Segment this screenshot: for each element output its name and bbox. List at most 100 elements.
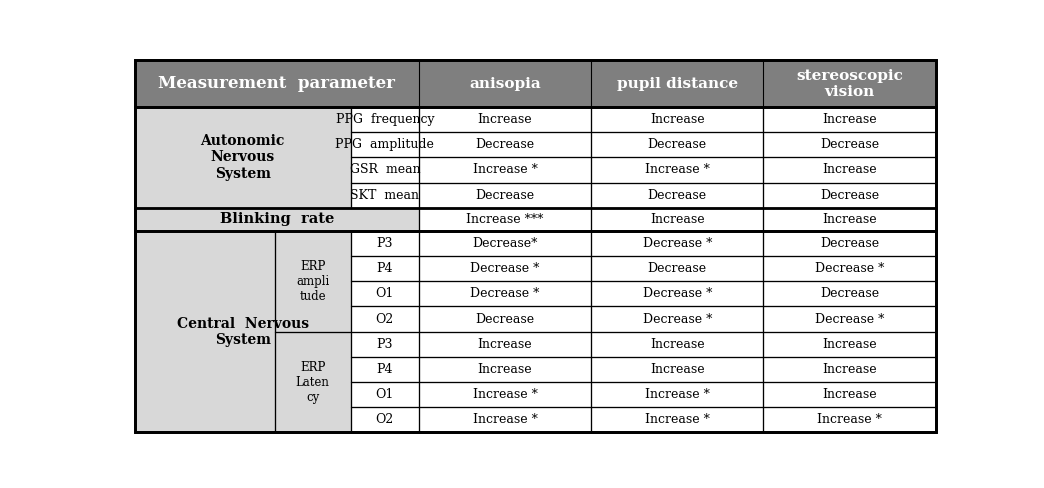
Bar <box>275 332 351 432</box>
Bar <box>351 157 419 183</box>
Bar <box>351 157 419 183</box>
Bar <box>419 407 591 432</box>
Text: Decrease *: Decrease * <box>814 312 884 325</box>
Bar <box>419 107 591 132</box>
Text: Increase *: Increase * <box>645 413 710 427</box>
Text: Increase: Increase <box>822 388 877 401</box>
Text: Increase: Increase <box>650 363 705 376</box>
Bar <box>763 107 935 132</box>
Bar <box>275 231 351 332</box>
Bar <box>591 132 763 157</box>
Bar <box>763 382 935 407</box>
Text: O1: O1 <box>376 287 394 300</box>
Bar <box>419 256 591 281</box>
Bar <box>763 231 935 256</box>
Text: Decrease: Decrease <box>647 262 707 275</box>
Text: P4: P4 <box>377 363 394 376</box>
Bar <box>763 256 935 281</box>
Text: Increase ***: Increase *** <box>467 213 544 226</box>
Bar <box>763 407 935 432</box>
Bar <box>763 107 935 132</box>
Text: ERP
Laten
cy: ERP Laten cy <box>295 361 330 404</box>
Bar <box>351 107 419 132</box>
Text: Decrease *: Decrease * <box>814 262 884 275</box>
Text: Decrease *: Decrease * <box>642 312 712 325</box>
Bar <box>591 183 763 208</box>
Bar <box>135 208 419 231</box>
Bar <box>419 183 591 208</box>
Text: Increase *: Increase * <box>473 388 538 401</box>
Bar <box>591 407 763 432</box>
Bar <box>351 231 419 256</box>
Bar <box>135 231 275 432</box>
Bar <box>351 281 419 306</box>
Text: Decrease *: Decrease * <box>471 287 540 300</box>
Bar <box>763 332 935 357</box>
Bar <box>135 61 935 107</box>
Bar <box>351 256 419 281</box>
Bar <box>763 281 935 306</box>
Bar <box>419 382 591 407</box>
Bar <box>591 132 763 157</box>
Bar <box>763 183 935 208</box>
Text: anisopia: anisopia <box>469 77 541 91</box>
Bar <box>419 281 591 306</box>
Text: Decrease: Decrease <box>820 237 879 250</box>
Text: Decrease: Decrease <box>475 189 535 202</box>
Bar <box>763 132 935 157</box>
Bar <box>591 281 763 306</box>
Bar <box>591 382 763 407</box>
Text: Increase: Increase <box>822 163 877 177</box>
Text: O1: O1 <box>376 388 394 401</box>
Bar <box>591 256 763 281</box>
Bar <box>419 332 591 357</box>
Bar <box>591 332 763 357</box>
Bar <box>135 208 419 231</box>
Bar <box>135 231 351 432</box>
Bar <box>591 357 763 382</box>
Bar <box>351 407 419 432</box>
Bar <box>351 382 419 407</box>
Bar <box>419 231 591 256</box>
Text: Increase: Increase <box>650 213 705 226</box>
Bar <box>419 208 591 231</box>
Bar <box>591 107 763 132</box>
Text: P4: P4 <box>377 262 394 275</box>
Text: Increase: Increase <box>650 113 705 126</box>
Text: O2: O2 <box>376 312 394 325</box>
Bar <box>135 107 351 208</box>
Bar <box>591 157 763 183</box>
Text: Increase *: Increase * <box>645 163 710 177</box>
Bar <box>351 231 419 256</box>
Bar <box>591 157 763 183</box>
Bar <box>419 407 591 432</box>
Bar <box>351 332 419 357</box>
Text: Measurement  parameter: Measurement parameter <box>159 75 396 92</box>
Bar <box>419 306 591 332</box>
Bar <box>419 107 591 132</box>
Bar <box>763 132 935 157</box>
Bar <box>763 407 935 432</box>
Text: Central  Nervous
System: Central Nervous System <box>176 317 309 347</box>
Text: Autonomic
Nervous
System: Autonomic Nervous System <box>200 134 285 181</box>
Bar <box>763 306 935 332</box>
Text: Decrease *: Decrease * <box>642 237 712 250</box>
Bar <box>419 332 591 357</box>
Text: PPG  frequency: PPG frequency <box>335 113 434 126</box>
Bar <box>419 256 591 281</box>
Bar <box>591 357 763 382</box>
Bar <box>419 231 591 256</box>
Bar <box>351 132 419 157</box>
Text: GSR  mean: GSR mean <box>350 163 420 177</box>
Bar <box>419 281 591 306</box>
Text: Increase *: Increase * <box>817 413 882 427</box>
Text: SKT  mean: SKT mean <box>351 189 420 202</box>
Bar <box>351 332 419 357</box>
Text: Increase *: Increase * <box>473 163 538 177</box>
Bar <box>351 107 419 132</box>
Text: Decrease: Decrease <box>820 287 879 300</box>
Bar <box>591 281 763 306</box>
Bar <box>351 357 419 382</box>
Text: Decrease*: Decrease* <box>472 237 538 250</box>
Bar <box>419 382 591 407</box>
